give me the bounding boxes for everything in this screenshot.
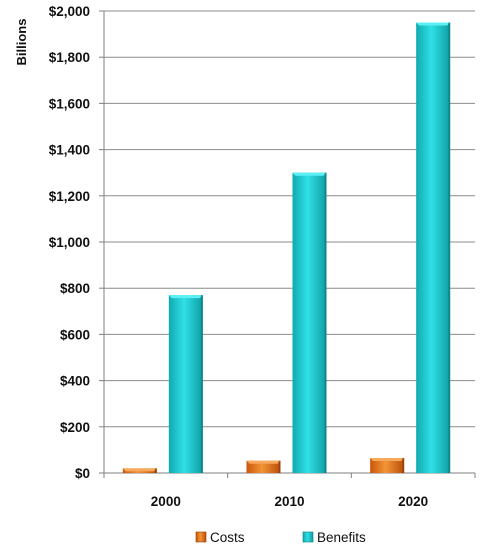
bar-top-face: [122, 468, 157, 472]
y-tick-label: $400: [60, 374, 90, 389]
bar-top-face: [168, 295, 203, 299]
legend: Costs Benefits: [195, 530, 366, 545]
bar-top-face: [246, 460, 281, 464]
y-tick-labels: $0 $200 $400 $600 $800 $1,000 $1,200 $1,400 $1,6…: [49, 4, 90, 481]
bar-edge: [448, 22, 451, 474]
bar-edge: [402, 457, 405, 473]
legend-label: Costs: [210, 530, 245, 545]
x-tick-labels: 2000 2010 2020: [151, 494, 428, 509]
y-tick-label: $800: [60, 281, 90, 296]
bar-edge: [154, 468, 157, 473]
legend-swatch: [195, 531, 207, 543]
bar-benefits-2020: [416, 22, 451, 474]
bar-body: [246, 460, 281, 473]
legend-item-costs: Costs: [195, 530, 245, 545]
y-tick-label: $1,400: [49, 143, 90, 158]
legend-label: Benefits: [317, 530, 366, 545]
bar-top-face: [292, 172, 327, 176]
axes: Billions: [14, 11, 475, 474]
bar-body: [168, 295, 203, 473]
bar-body: [416, 22, 451, 474]
gridlines: [99, 10, 476, 478]
bar-edge: [200, 295, 203, 473]
x-tick-label: 2020: [398, 494, 428, 509]
bar-costs-2000: [122, 468, 157, 473]
bar-costs-2010: [246, 460, 281, 473]
bar-benefits-2010: [292, 172, 327, 473]
bar-edge: [278, 460, 281, 473]
bar-costs-2020: [370, 457, 405, 473]
y-tick-label: $0: [75, 466, 90, 481]
y-tick-label: $200: [60, 420, 90, 435]
bar-top-face: [370, 457, 405, 461]
bar-edge: [324, 172, 327, 473]
y-tick-label: $1,200: [49, 189, 90, 204]
bar-body: [370, 457, 405, 473]
bar-benefits-2000: [168, 295, 203, 473]
y-tick-label: $600: [60, 327, 90, 342]
y-axis-title: Billions: [14, 19, 29, 66]
x-tick-label: 2000: [151, 494, 181, 509]
legend-swatch: [302, 531, 314, 543]
x-tick-label: 2010: [274, 494, 304, 509]
y-tick-label: $2,000: [49, 4, 90, 19]
y-tick-label: $1,600: [49, 96, 90, 111]
y-tick-label: $1,000: [49, 235, 90, 250]
bars: [122, 22, 451, 474]
bar-body: [292, 172, 327, 473]
legend-item-benefits: Benefits: [302, 530, 366, 545]
bar-top-face: [416, 22, 451, 26]
y-tick-label: $1,800: [49, 50, 90, 65]
